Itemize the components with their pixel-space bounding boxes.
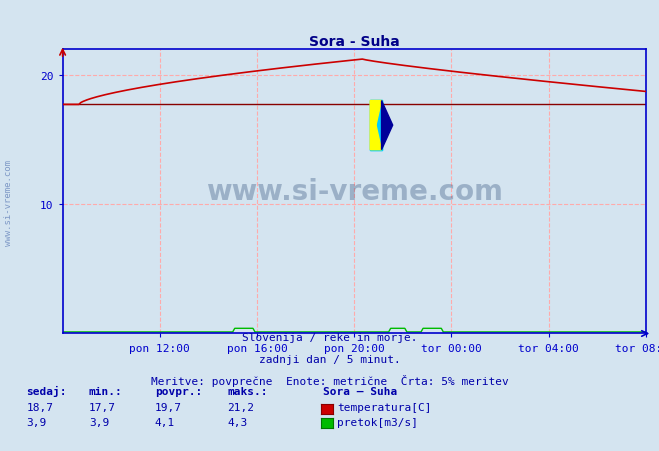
Text: 17,7: 17,7 [89,402,116,412]
Text: povpr.:: povpr.: [155,387,202,396]
Text: zadnji dan / 5 minut.: zadnji dan / 5 minut. [258,354,401,364]
Polygon shape [382,101,393,150]
Polygon shape [370,101,382,150]
Text: 21,2: 21,2 [227,402,254,412]
Text: temperatura[C]: temperatura[C] [337,402,432,412]
Text: min.:: min.: [89,387,123,396]
Text: maks.:: maks.: [227,387,268,396]
Text: www.si-vreme.com: www.si-vreme.com [206,178,503,206]
Bar [370,101,382,150]
Text: Sora – Suha: Sora – Suha [323,387,397,396]
Polygon shape [370,101,382,150]
Text: 3,9: 3,9 [89,417,109,427]
Text: 19,7: 19,7 [155,402,182,412]
Text: 4,1: 4,1 [155,417,175,427]
Text: 3,9: 3,9 [26,417,47,427]
Text: 4,3: 4,3 [227,417,248,427]
Polygon shape [370,101,382,150]
Text: sedaj:: sedaj: [26,386,67,396]
Text: 18,7: 18,7 [26,402,53,412]
Title: Sora - Suha: Sora - Suha [309,34,399,48]
Text: www.si-vreme.com: www.si-vreme.com [4,160,13,246]
Text: pretok[m3/s]: pretok[m3/s] [337,417,418,427]
Text: Slovenija / reke in morje.: Slovenija / reke in morje. [242,332,417,342]
Text: Meritve: povprečne  Enote: metrične  Črta: 5% meritev: Meritve: povprečne Enote: metrične Črta:… [151,374,508,386]
